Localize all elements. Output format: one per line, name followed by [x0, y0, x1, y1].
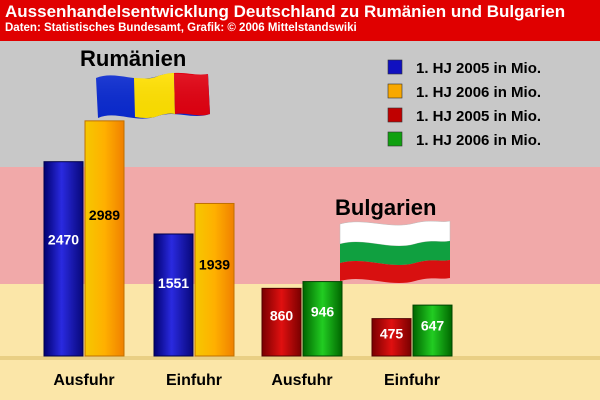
data-label: 860 [270, 307, 294, 323]
bar-einfuhr-2-series-2 [194, 202, 235, 357]
legend-label: 1. HJ 2005 in Mio. [416, 60, 541, 77]
category-label: Einfuhr [166, 372, 222, 389]
bar-ausfuhr-1-series-2 [84, 120, 125, 357]
data-label: 946 [311, 303, 335, 319]
legend-label: 1. HJ 2005 in Mio. [416, 108, 541, 125]
bar-einfuhr-4-series-1 [371, 318, 412, 357]
category-label: Einfuhr [384, 372, 440, 389]
romania-flag-icon [96, 72, 210, 119]
data-label: 475 [380, 326, 404, 342]
bulgaria-label: Bulgarien [335, 195, 436, 220]
legend-swatch [387, 83, 403, 99]
data-label: 1551 [158, 275, 189, 291]
data-label: 647 [421, 317, 445, 333]
page-title: Aussenhandelsentwicklung Deutschland zu … [5, 2, 566, 21]
page-subtitle: Daten: Statistisches Bundesamt, Grafik: … [5, 22, 357, 34]
legend-label: 1. HJ 2006 in Mio. [416, 84, 541, 101]
data-label: 2989 [89, 207, 120, 223]
bar-ausfuhr-3-series-2 [302, 281, 343, 357]
bar-ausfuhr-1-series-1 [43, 161, 84, 357]
category-label: Ausfuhr [53, 372, 114, 389]
legend-label: 1. HJ 2006 in Mio. [416, 132, 541, 149]
category-label: Ausfuhr [271, 372, 332, 389]
data-label: 1939 [199, 256, 230, 272]
header-bar: Aussenhandelsentwicklung Deutschland zu … [0, 0, 600, 41]
legend-swatch [387, 131, 403, 147]
legend-swatch [387, 59, 403, 75]
romania-label: Rumänien [80, 46, 186, 71]
bars: 2470 2989 1551 1939 860 946 475 647 [43, 120, 453, 357]
category-labels: Ausfuhr Einfuhr Ausfuhr Einfuhr [53, 372, 440, 389]
bulgaria-flag-icon [339, 220, 451, 284]
data-label: 2470 [48, 231, 79, 247]
bar-einfuhr-2-series-1 [153, 233, 194, 357]
bar-ausfuhr-3-series-1 [261, 287, 302, 357]
legend: 1. HJ 2005 in Mio. 1. HJ 2006 in Mio. 1. H… [387, 59, 541, 149]
legend-swatch [387, 107, 403, 123]
baseline [0, 356, 600, 360]
bar-einfuhr-4-series-2 [412, 304, 453, 357]
